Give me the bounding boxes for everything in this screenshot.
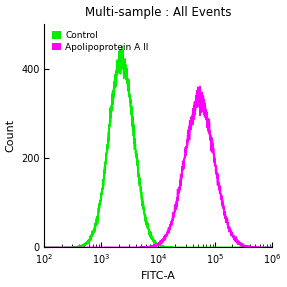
Title: Multi-sample : All Events: Multi-sample : All Events bbox=[85, 5, 232, 19]
X-axis label: FITC-A: FITC-A bbox=[141, 272, 176, 282]
Y-axis label: Count: Count bbox=[5, 119, 15, 152]
Legend: Control, Apolipoprotein A II: Control, Apolipoprotein A II bbox=[49, 28, 151, 55]
